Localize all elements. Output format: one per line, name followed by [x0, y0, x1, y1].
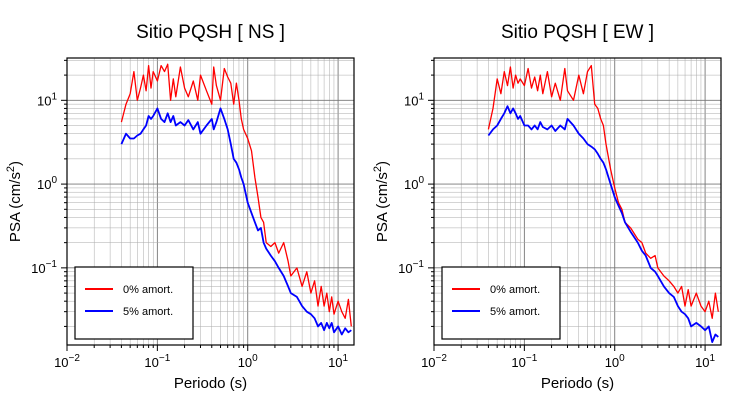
- y-tick-label: 101: [404, 91, 424, 108]
- tick-exponent: −1: [526, 353, 538, 364]
- legend-box: [441, 266, 561, 340]
- tick-exponent: 0: [252, 353, 258, 364]
- legend-label: 0% amort.: [490, 284, 540, 296]
- tick-base: 10: [144, 355, 158, 370]
- tick-base: 10: [404, 93, 418, 108]
- tick-base: 10: [37, 93, 51, 108]
- y-tick-label: 100: [404, 175, 424, 192]
- x-tick-label: 10−2: [54, 353, 80, 370]
- x-tick-label: 10−1: [511, 353, 537, 370]
- y-tick-label: 100: [37, 175, 57, 192]
- x-tick-label: 10−2: [421, 353, 447, 370]
- x-tick-label: 101: [695, 353, 715, 370]
- legend-label: 5% amort.: [490, 306, 540, 318]
- legend: 0% amort. 5% amort.: [74, 266, 194, 340]
- y-axis-label: PSA (cm/s2): [372, 161, 391, 242]
- tick-exponent: −1: [413, 259, 425, 270]
- tick-base: 10: [404, 177, 418, 192]
- series-line-damped-5pct: [487, 105, 719, 344]
- y-axis-label-text: PSA (cm/s: [7, 172, 24, 242]
- tick-exponent: −2: [69, 353, 81, 364]
- y-axis-label-superscript: 2: [5, 166, 17, 172]
- x-tick-label: 100: [605, 353, 625, 370]
- legend-label: 5% amort.: [123, 306, 173, 318]
- plot-frame: [66, 57, 355, 346]
- tick-exponent: −2: [436, 353, 448, 364]
- tick-base: 10: [511, 355, 525, 370]
- axis-ticks: [61, 59, 339, 351]
- y-axis-label-text: PSA (cm/s: [374, 172, 391, 242]
- tick-exponent: 0: [619, 353, 625, 364]
- tick-base: 10: [695, 355, 709, 370]
- axis-ticks: [428, 59, 706, 351]
- legend-label: 0% amort.: [123, 284, 173, 296]
- series-line-undamped: [120, 63, 352, 327]
- tick-base: 10: [421, 355, 435, 370]
- y-tick-label: 10−1: [398, 259, 424, 276]
- tick-exponent: −1: [159, 353, 171, 364]
- tick-base: 10: [328, 355, 342, 370]
- tick-exponent: 1: [710, 353, 716, 364]
- tick-exponent: 0: [418, 175, 424, 186]
- tick-exponent: 1: [51, 91, 57, 102]
- tick-base: 10: [398, 261, 412, 276]
- y-axis-label-superscript: 2: [372, 166, 384, 172]
- x-tick-label: 10−1: [144, 353, 170, 370]
- series-line-undamped: [487, 64, 719, 319]
- tick-base: 10: [37, 177, 51, 192]
- chart-title: Sitio PQSH [ NS ]: [136, 22, 285, 43]
- tick-exponent: 1: [343, 353, 349, 364]
- y-tick-label: 10−1: [31, 259, 57, 276]
- tick-exponent: −1: [46, 259, 58, 270]
- x-axis-label: Periodo (s): [541, 375, 614, 392]
- tick-exponent: 1: [418, 91, 424, 102]
- x-tick-label: 100: [238, 353, 258, 370]
- series-line-damped-5pct: [120, 107, 352, 336]
- tick-base: 10: [238, 355, 252, 370]
- y-axis-label: PSA (cm/s2): [5, 161, 24, 242]
- plot-frame: [433, 57, 722, 346]
- x-tick-label: 101: [328, 353, 348, 370]
- tick-base: 10: [605, 355, 619, 370]
- x-axis-label: Periodo (s): [174, 375, 247, 392]
- tick-base: 10: [54, 355, 68, 370]
- tick-base: 10: [31, 261, 45, 276]
- tick-exponent: 0: [51, 175, 57, 186]
- y-axis-label-close: ): [7, 161, 24, 166]
- y-tick-label: 101: [37, 91, 57, 108]
- y-axis-label-close: ): [374, 161, 391, 166]
- chart-title: Sitio PQSH [ EW ]: [501, 22, 654, 43]
- legend: 0% amort. 5% amort.: [441, 266, 561, 340]
- legend-box: [74, 266, 194, 340]
